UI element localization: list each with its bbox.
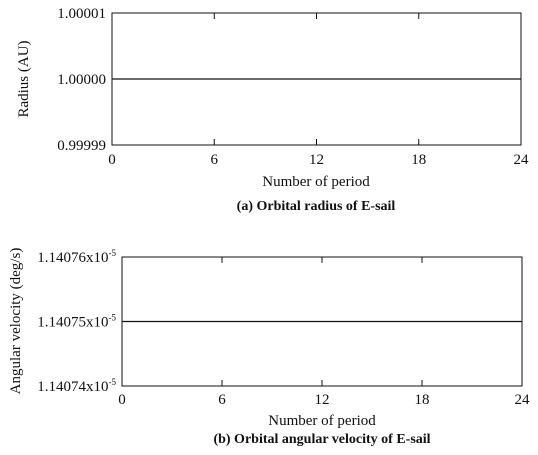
y-tick-label: 1.00001 (57, 6, 106, 22)
y-tick-label: 0.99999 (57, 138, 106, 154)
x-tick-label: 12 (315, 392, 330, 408)
x-tick-label: 18 (415, 392, 430, 408)
x-tick-label: 6 (218, 392, 226, 408)
y-axis-label-a: Radius (AU) (16, 40, 32, 117)
x-tick-label: 24 (515, 392, 531, 408)
y-tick-label: 1.00000 (57, 72, 106, 88)
y-tick-exponent: -5 (109, 313, 117, 323)
tick-label-group-a: 0 6 12 18 24 0.99999 1.00000 1.00001 (57, 6, 529, 168)
x-tick-label: 24 (514, 152, 530, 168)
x-tick-label: 18 (411, 152, 426, 168)
y-tick-exponent: -5 (109, 248, 117, 258)
x-axis-label-b: Number of period (268, 413, 376, 429)
caption-a: (a) Orbital radius of E-sail (237, 199, 396, 214)
y-tick-exponent: -5 (109, 377, 117, 387)
caption-b: (b) Orbital angular velocity of E-sail (213, 432, 430, 447)
y-axis-label-b: Angular velocity (deg/s) (8, 248, 24, 395)
y-tick-mantissa: 1.14074x10 (37, 379, 108, 395)
x-axis-label-a: Number of period (262, 174, 370, 190)
y-tick-mantissa: 1.14076x10 (37, 250, 108, 266)
y-tick-label: 1.14076x10-5 (37, 248, 116, 266)
x-tick-label: 12 (309, 152, 324, 168)
y-tick-label: 1.14074x10-5 (37, 377, 116, 395)
y-tick-label: 1.14075x10-5 (37, 313, 116, 331)
x-tick-label: 0 (118, 392, 126, 408)
x-tick-label: 0 (108, 152, 116, 168)
x-tick-label: 6 (211, 152, 219, 168)
chart-orbital-radius: 0 6 12 18 24 0.99999 1.00000 1.00001 Radius (AU… (16, 6, 529, 214)
y-tick-mantissa: 1.14075x10 (37, 315, 108, 331)
